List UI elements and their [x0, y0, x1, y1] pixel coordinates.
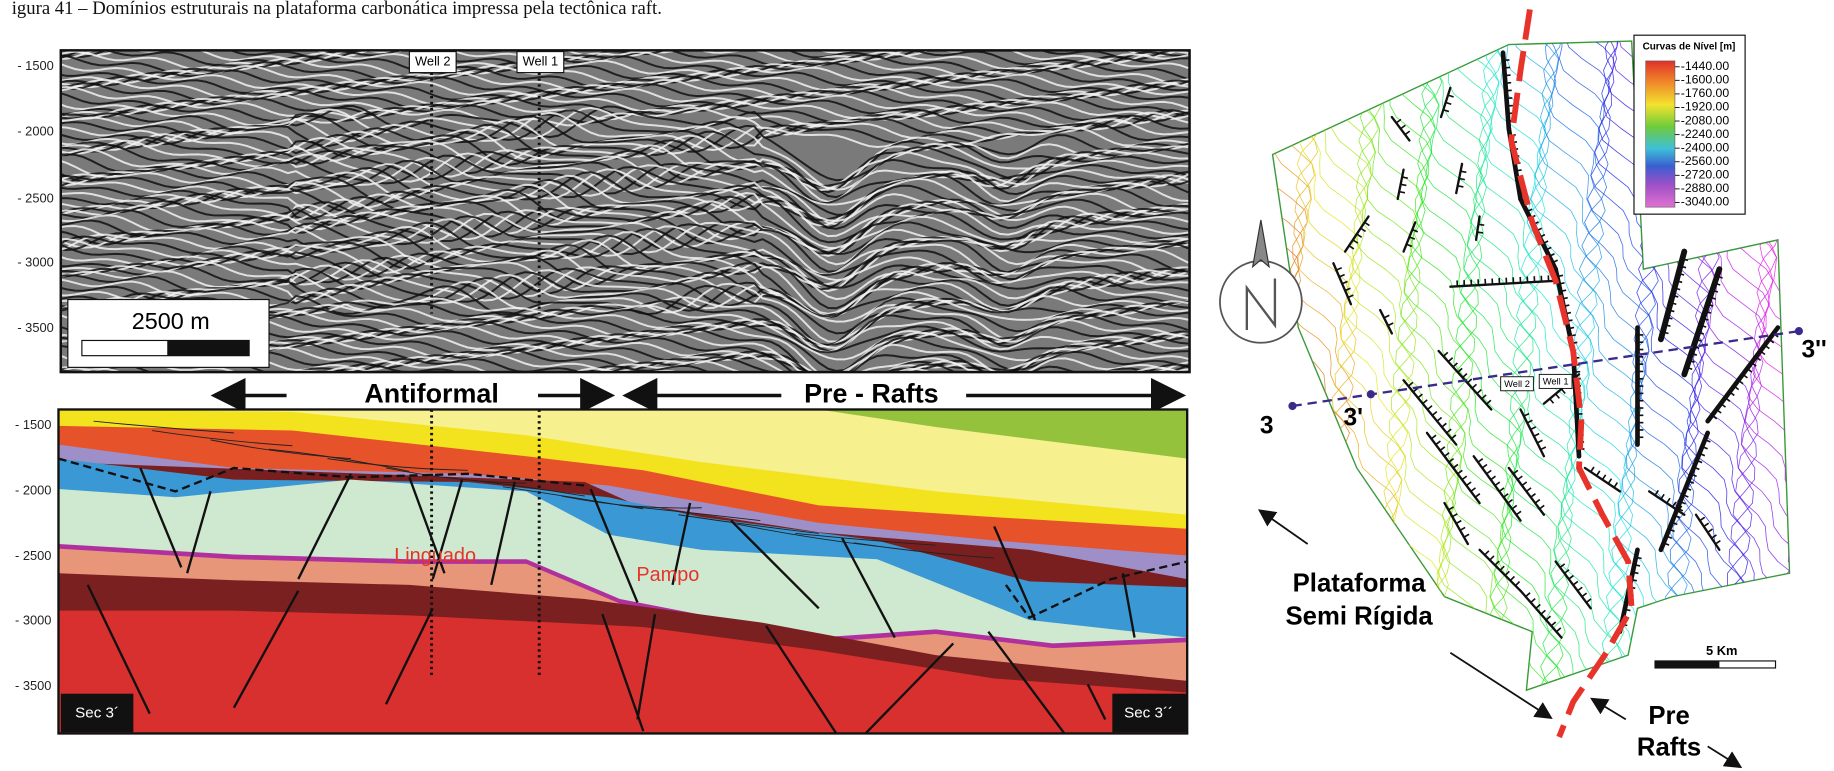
section-end: Sec 3´´: [1124, 705, 1173, 722]
scale-bar-fill: [167, 340, 249, 355]
fault-tick: [1477, 232, 1483, 233]
depth-label: - 2500: [17, 190, 53, 205]
seismic-reflector: [58, 367, 1188, 408]
section-point: [1795, 327, 1803, 335]
depth-label: - 3500: [17, 320, 53, 335]
field-label: Pampo: [636, 564, 699, 586]
legend-label: -2720.00: [1681, 168, 1730, 182]
interpreted-section: [58, 409, 1187, 733]
north-circle: [1220, 261, 1302, 343]
depth-label: - 2500: [15, 548, 51, 563]
legend-label: -3040.00: [1681, 195, 1730, 209]
legend-label: -1760.00: [1681, 86, 1730, 100]
well-label: Well 1: [1543, 376, 1569, 386]
legend-label: -2560.00: [1681, 154, 1730, 168]
legend-colorbar: [1646, 61, 1675, 207]
legend-label: -1600.00: [1681, 73, 1730, 87]
legend-label: -1920.00: [1681, 100, 1730, 114]
legend-label: -2080.00: [1681, 113, 1730, 127]
well-label: Well 2: [415, 53, 451, 68]
fault-tick: [1399, 192, 1405, 193]
map-scale-fill: [1655, 661, 1719, 668]
fault-tick: [1478, 224, 1484, 225]
domain-label: Antiformal: [364, 379, 498, 409]
legend-label: -1440.00: [1681, 59, 1730, 73]
domain-label: Rafts: [1637, 733, 1701, 761]
depth-label: - 3000: [17, 255, 53, 270]
well-label: Well 1: [523, 53, 558, 68]
fault-tick: [1516, 170, 1522, 171]
caption: igura 41 – Domínios estruturais na plata…: [12, 0, 662, 19]
section-point-label: 3': [1344, 404, 1364, 431]
depth-label: - 3000: [15, 613, 51, 628]
arrow: [1261, 511, 1308, 544]
fault-tick: [1461, 171, 1467, 172]
domain-label: Plataforma: [1293, 570, 1427, 598]
fault-tick: [1402, 177, 1408, 178]
section-point: [1288, 402, 1296, 410]
depth-label: - 3500: [15, 678, 51, 693]
section-point-label: 3: [1260, 413, 1274, 440]
domain-label: Semi Rígida: [1286, 602, 1434, 630]
arrow: [1593, 700, 1626, 720]
legend-labels: -1440.00-1600.00-1760.00-1920.00-2080.00…: [1675, 59, 1729, 209]
section-point: [1367, 390, 1375, 398]
section-point-label: 3'': [1801, 336, 1826, 363]
field-label: Linguado: [394, 545, 476, 567]
legend-label: -2240.00: [1681, 127, 1730, 141]
legend-label: -2880.00: [1681, 181, 1730, 195]
north-arrow: [1253, 220, 1269, 267]
legend-label: -2400.00: [1681, 140, 1730, 154]
arrow: [1708, 746, 1740, 766]
domain-label: Pre: [1648, 702, 1689, 730]
fault-tick: [1458, 186, 1464, 187]
depth-label: - 2000: [15, 483, 51, 498]
domain-label: Pre - Rafts: [804, 379, 939, 409]
depth-label: - 1500: [15, 417, 51, 432]
map-scale-label: 5 Km: [1706, 643, 1737, 658]
figure: igura 41 – Domínios estruturais na plata…: [0, 0, 1834, 771]
well-label: Well 2: [1504, 379, 1530, 389]
page: igura 41 – Domínios estruturais na plata…: [0, 0, 1834, 771]
fault-tick: [1459, 178, 1465, 179]
depth-label: - 1500: [17, 58, 53, 73]
legend-title: Curvas de Nível [m]: [1643, 42, 1736, 53]
depth-label: - 2000: [17, 124, 53, 139]
section-end: Sec 3´: [75, 705, 119, 722]
fault-tick: [1401, 184, 1407, 185]
scale-label: 2500 m: [132, 308, 210, 334]
